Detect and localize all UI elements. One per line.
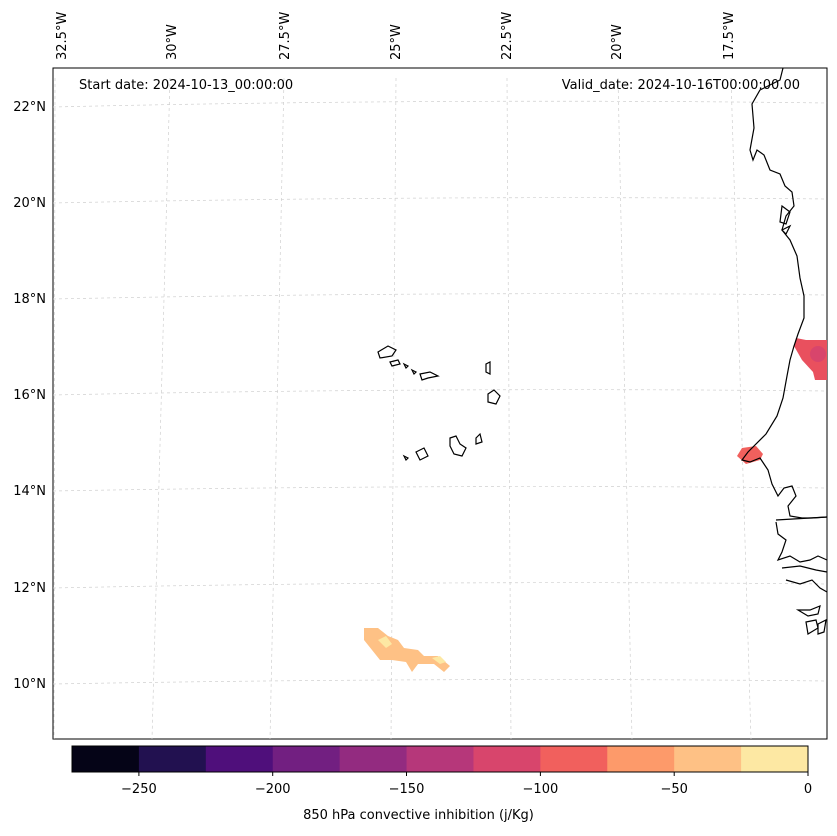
lon-tick-label: 32.5°W — [55, 12, 70, 60]
meridian-20w — [617, 77, 633, 740]
coastline-africa — [740, 67, 828, 519]
cin-area-south-core — [378, 636, 392, 648]
map-frame — [52, 67, 828, 740]
coastlines — [377, 67, 828, 635]
lon-tick-label: 25°W — [389, 24, 404, 60]
island-boa-vista — [487, 389, 501, 405]
cin-area-south-core-2 — [432, 656, 446, 664]
coastline-bijagos-1 — [795, 605, 821, 617]
graticule — [52, 77, 828, 740]
colorbar-tick-label: −200 — [255, 782, 291, 797]
island-razo — [410, 368, 418, 376]
island-santa-luzia — [402, 362, 410, 370]
colorbar-swatch — [72, 746, 140, 772]
island-sal — [485, 361, 491, 375]
meridian-22.5w — [506, 77, 512, 740]
colorbar-swatch — [205, 746, 274, 772]
colorbar-frame — [71, 745, 809, 773]
parallel-10n — [52, 679, 828, 685]
lon-tick-label: 30°W — [165, 24, 180, 60]
colorbar-swatch — [406, 746, 474, 772]
colorbar-tick-label: −100 — [523, 782, 559, 797]
cin-fill-areas — [364, 338, 827, 672]
meridian-25w — [390, 77, 397, 740]
meridian-30w — [151, 77, 171, 740]
colorbar-tick-label: −150 — [389, 782, 425, 797]
lat-tick-label: 18°N — [13, 292, 46, 307]
colorbar — [72, 746, 809, 772]
island-sao-vicente — [389, 359, 401, 367]
colorbar-tick-label: 0 — [804, 782, 812, 797]
coastline-guinea-bissau — [781, 565, 828, 593]
parallel-18n — [52, 293, 828, 300]
colorbar-swatch — [741, 746, 809, 772]
colorbar-swatch — [607, 746, 675, 772]
lat-tick-label: 10°N — [13, 677, 46, 692]
parallel-22n — [52, 100, 828, 108]
colorbar-swatch — [339, 746, 408, 772]
island-maio — [475, 432, 483, 445]
lat-tick-label: 22°N — [13, 100, 46, 115]
island-brava — [402, 454, 410, 462]
lon-tick-label: 22.5°W — [500, 12, 515, 60]
colorbar-swatch — [138, 746, 207, 772]
island-santiago — [449, 435, 467, 457]
island-fogo — [415, 447, 429, 461]
meridian-17.5w — [730, 77, 752, 740]
colorbar-ticks — [138, 772, 809, 776]
lat-tick-label: 20°N — [13, 196, 46, 211]
colorbar-swatch — [473, 746, 541, 772]
lon-tick-label: 27.5°W — [278, 12, 293, 60]
colorbar-swatch — [674, 746, 742, 772]
coastline-cap-blanc — [779, 204, 791, 225]
parallel-20n — [52, 197, 828, 204]
parallel-16n — [52, 389, 828, 396]
coastline-banc — [780, 224, 792, 236]
lat-tick-label: 16°N — [13, 388, 46, 403]
coastline-bijagos-3 — [817, 618, 827, 635]
colorbar-label: 850 hPa convective inhibition (j/Kg) — [303, 808, 534, 823]
colorbar-swatch — [272, 746, 341, 772]
cin-area-coast-north-core — [810, 346, 826, 362]
parallel-14n — [52, 486, 828, 492]
lat-tick-label: 14°N — [13, 484, 46, 499]
valid-date-label: Valid_date: 2024-10-16T00:00:00.00 — [561, 78, 800, 93]
colorbar-tick-label: −50 — [660, 782, 687, 797]
meridian-27.5w — [269, 77, 285, 740]
lon-tick-label: 20°W — [610, 24, 625, 60]
colorbar-swatch — [540, 746, 608, 772]
start-date-label: Start date: 2024-10-13_00:00:00 — [79, 78, 294, 93]
lon-tick-label: 17.5°W — [722, 12, 737, 60]
coastline-gambia — [775, 516, 828, 563]
island-sao-nicolau — [419, 371, 440, 381]
colorbar-tick-label: −250 — [121, 782, 157, 797]
lat-tick-label: 12°N — [13, 581, 46, 596]
parallel-12n — [52, 582, 828, 589]
lon-tick-labels: 32.5°W 30°W 27.5°W 25°W 22.5°W 20°W 17.5… — [55, 12, 737, 60]
island-santo-antao — [377, 345, 397, 359]
lat-tick-labels: 22°N 20°N 18°N 16°N 14°N 12°N 10°N — [13, 100, 46, 692]
meridian-32.5w — [53, 77, 56, 740]
colorbar-tick-labels: −250 −200 −150 −100 −50 0 — [121, 782, 812, 797]
